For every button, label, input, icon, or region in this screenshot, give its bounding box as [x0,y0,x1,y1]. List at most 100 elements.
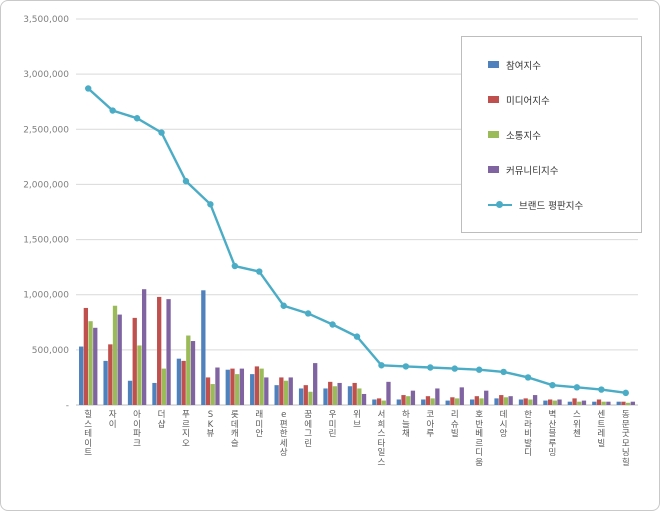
bar-series-3 [386,381,391,405]
line-marker-icon [402,363,410,370]
bar-series-0 [445,400,450,405]
x-axis-label: 푸 르 지 오 [182,410,190,449]
x-axis-label: 힐 스 테 이 트 [84,410,93,458]
bar-series-1 [547,399,553,405]
line-marker-icon [524,374,532,381]
bar-series-0 [79,346,84,405]
bar-series-0 [298,388,304,405]
bar-series-2 [552,400,557,405]
bar-series-0 [567,401,573,405]
x-axis-label: 동 문 굿 모 닝 힐 [621,410,630,468]
bar-series-2 [210,384,215,405]
line-marker-icon [549,381,556,389]
line-marker-icon [500,368,507,376]
bar-series-0 [543,400,548,405]
bar-series-0 [347,386,353,405]
line-marker-icon [598,386,605,393]
bar-series-1 [205,377,211,405]
legend-line-dot-icon [496,201,503,208]
bar-series-2 [88,321,93,405]
legend-swatch-media [488,96,499,103]
bar-series-3 [484,390,489,405]
x-axis-label: 꿈 에 그 린 [304,410,313,449]
legend-label-communication: 소통지수 [506,130,541,142]
bar-series-1 [328,381,333,405]
line-marker-icon [231,262,239,270]
bar-series-2 [625,402,631,405]
bar-series-1 [303,385,308,405]
bar-series-0 [616,401,621,405]
legend-line-marker-icon [488,201,512,208]
line-marker-icon [427,364,434,371]
x-axis-label: 하 늘 채 [401,410,410,439]
bar-series-2 [137,345,142,405]
x-axis-label: 우 미 린 [328,410,337,439]
bar-series-3 [435,388,440,405]
x-axis-label: 한 라 비 발 디 [524,410,532,458]
x-axis-label: 리 슈 빌 [450,410,459,439]
x-axis-label: 데 시 앙 [499,410,508,439]
bar-series-1 [425,396,431,405]
bar-series-1 [474,396,479,405]
legend-label-media: 미디어지수 [506,95,550,107]
bar-series-2 [454,398,460,405]
y-axis-tick-label: 2,500,000 [23,125,69,135]
bar-series-2 [259,368,264,405]
bar-series-2 [357,388,362,405]
bar-series-3 [215,367,220,405]
line-marker-icon [207,201,214,208]
bar-series-2 [308,391,313,405]
bar-series-2 [577,401,582,405]
bar-series-3 [410,390,416,405]
bar-series-3 [93,327,98,405]
bar-series-0 [323,388,328,405]
chart-legend: 참여지수 미디어지수 소통지수 커뮤니티지수 브랜드 평판지수 [461,36,642,233]
bar-series-0 [274,385,279,405]
bar-series-3 [313,363,318,405]
bar-series-2 [161,368,167,405]
bar-series-3 [508,396,513,405]
bar-series-3 [337,382,342,405]
bar-series-2 [503,397,509,405]
bar-series-2 [430,398,435,405]
bar-series-1 [230,368,235,405]
x-axis-label: 롯 데 캐 슬 [230,410,239,449]
x-axis-label: 더 샵 [157,410,166,430]
bar-series-0 [421,399,426,405]
legend-item-media: 미디어지수 [488,93,641,107]
bar-series-3 [630,401,635,405]
x-axis-label: 자 이 [108,410,117,430]
bar-series-0 [494,398,499,405]
bar-series-1 [132,317,137,405]
bar-series-1 [523,398,528,405]
bar-series-0 [518,399,524,405]
y-axis-tick-label: 3,500,000 [23,15,69,25]
bar-series-1 [376,398,382,405]
bar-series-0 [396,399,401,405]
line-marker-icon [378,362,385,369]
legend-swatch-community [488,166,499,173]
bar-series-3 [141,289,147,405]
bar-series-1 [401,395,406,405]
line-marker-icon [329,321,336,328]
line-marker-icon [353,333,361,340]
bar-series-3 [264,377,269,405]
bar-series-2 [406,396,411,405]
bar-series-0 [469,399,475,405]
bar-series-1 [352,382,357,405]
line-marker-icon [158,129,165,136]
bar-series-0 [152,382,157,405]
legend-item-participation: 참여지수 [488,58,641,72]
legend-item-communication: 소통지수 [488,128,641,142]
bar-series-3 [190,341,196,405]
bar-series-1 [181,360,186,405]
bar-series-2 [479,398,484,405]
line-marker-icon [304,310,312,317]
x-axis-label: 서 희 스 타 일 스 [377,410,386,468]
bar-series-3 [288,377,293,405]
bar-series-1 [621,401,626,405]
y-axis-tick-label: 500,000 [32,346,69,356]
bar-series-1 [450,397,455,405]
